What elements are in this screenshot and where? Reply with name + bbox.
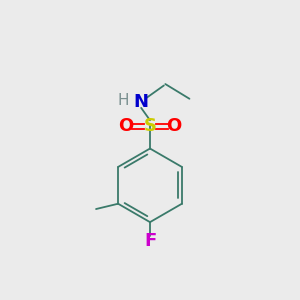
Text: O: O [118,117,134,135]
Text: H: H [118,93,129,108]
Text: S: S [143,117,157,135]
Text: O: O [167,117,182,135]
Text: N: N [134,93,149,111]
Text: F: F [144,232,156,250]
